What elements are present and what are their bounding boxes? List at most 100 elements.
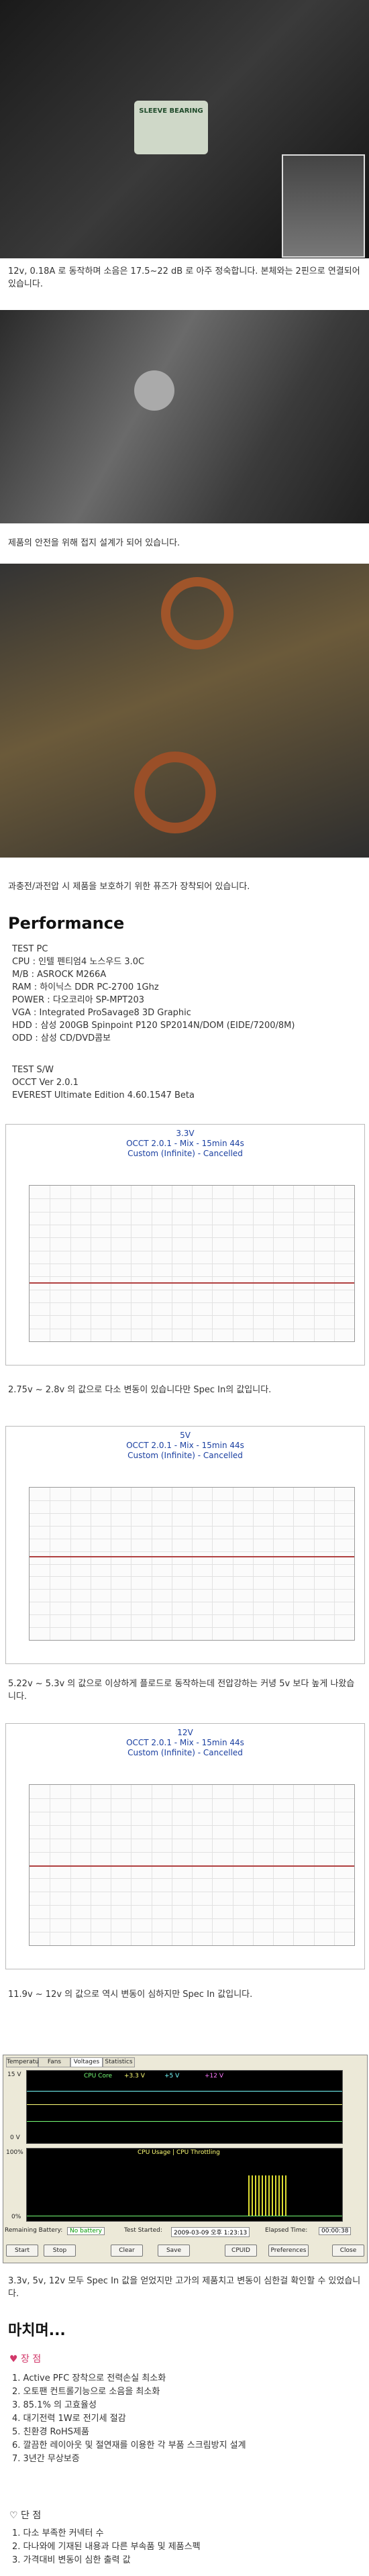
legend-item: +12 V [205,2073,224,2079]
list-item: RAM : 하이닉스 DDR PC-2700 1Ghz [12,982,159,992]
list-item: HDD : 삼성 200GB Spinpoint P120 SP2014N/DO… [12,1021,295,1031]
status-field: 00:00:38 [319,2227,352,2235]
list-item: CPU : 인텔 펜티엄4 노스우드 3.0C [12,957,145,967]
grid-line [333,1186,335,1341]
chart-mode: Custom (Infinite) - Cancelled [127,1451,243,1460]
button[interactable]: Preferences [268,2245,309,2257]
caption: 11.9v ~ 12v 의 값으로 역시 변동이 심하지만 Spec In 값입… [8,1990,253,2000]
caption: 제품의 안전을 위해 접지 설계가 되어 있습니다. [8,538,180,548]
plot-area [29,1487,355,1641]
list-item: 7. 3년간 무상보증 [12,2454,80,2464]
legend-item: +3.3 V [124,2073,145,2079]
caption: 3.3v, 5v, 12v 모두 Spec In 값을 얻었지만 고가의 제품치… [8,2276,361,2299]
pros-title: ♥ 장 점 [9,2354,42,2365]
pros-list: 1. Active PFC 장착으로 전력손실 최소화 2. 오토팬 컨트롤기능으… [12,2372,246,2466]
legend-item: +5 V [164,2073,180,2079]
grid-line [273,1488,274,1640]
status-field: Remaining Battery: [5,2227,63,2234]
list-item: 2. 다나와에 기재된 내용과 다른 부속품 및 제품스펙 [12,2542,201,2552]
cons-title: ♡ 단 점 [9,2510,42,2521]
usage-graph [26,2148,343,2222]
status-field: Test Started: [124,2227,162,2234]
plot-area [29,1784,355,1946]
grid-line [212,1488,213,1640]
grid-line [212,1186,213,1341]
grid-line [192,1186,193,1341]
grid-line [313,1186,315,1341]
chart-subtitle: OCCT 2.0.1 - Mix - 15min 44s [126,1441,244,1450]
list-item: TEST PC [12,944,48,954]
axis-label: 15 V [7,2071,21,2078]
voltage-graph [26,2070,343,2144]
tab: Statistics [103,2057,135,2067]
list-item: 3. 85.1% 의 고효율성 [12,2400,97,2410]
button[interactable]: Save [158,2245,190,2257]
button[interactable]: Stop [44,2245,76,2257]
plot-area [29,1185,355,1342]
grid-line [273,1186,274,1341]
legend-item: CPU Core [84,2073,112,2079]
chart-title: 3.3V [176,1129,195,1138]
list-item: M/B : ASROCK M266A [12,970,107,980]
grid-line [252,1488,254,1640]
grid-line [313,1488,315,1640]
grid-line [293,1186,295,1341]
button[interactable]: Close [332,2245,364,2257]
caption: 5.22v ~ 5.3v 의 값으로 이상하게 플로드로 동작하는데 전압강하는… [8,1679,355,1702]
grid-line [70,1488,71,1640]
axis-label: 0 V [10,2134,20,2141]
trace [27,2091,342,2092]
list-item: VGA : Integrated ProSavage8 3D Graphic [12,1008,191,1018]
list-item: 4. 대기전력 1W로 전기세 절감 [12,2414,126,2424]
list-item: EVEREST Ultimate Edition 4.60.1547 Beta [12,1090,195,1100]
chart-subtitle: OCCT 2.0.1 - Mix - 15min 44s [126,1139,244,1148]
chart-mode: Custom (Infinite) - Cancelled [127,1149,243,1158]
axis-label: 100% [6,2149,23,2156]
caption: 과충전/과전압 시 제품을 보호하기 위한 퓨즈가 장착되어 있습니다. [8,882,250,892]
chart-subtitle: OCCT 2.0.1 - Mix - 15min 44s [126,1738,244,1747]
button[interactable]: Start [6,2245,38,2257]
trace [248,2175,288,2216]
grid-line [192,1488,193,1640]
trace [30,1865,354,1867]
photo-ground [0,310,369,523]
section-heading: Performance [8,914,125,933]
chart-title: 12V [177,1728,193,1737]
list-item: TEST S/W [12,1065,54,1075]
chart-title: 5V [180,1431,191,1440]
status-field: No battery [67,2227,105,2235]
caption: 2.75v ~ 2.8v 의 값으로 다소 변동이 있습니다만 Spec In의… [8,1385,272,1395]
chart-image: 12V OCCT 2.0.1 - Mix - 15min 44s Custom (I… [5,1723,365,1969]
grid-line [252,1186,254,1341]
chart-image: 3.3V OCCT 2.0.1 - Mix - 15min 44s Custom (… [5,1124,365,1366]
list-item: 6. 깔끔한 레이아웃 및 절연재를 이용한 각 부품 스크림방지 설계 [12,2440,246,2451]
button[interactable]: CPUID [225,2245,257,2257]
photo-fuse [0,564,369,858]
test-sw-list: TEST S/W OCCT Ver 2.0.1 EVEREST Ultimate E… [12,1064,195,1102]
tab: Voltages [70,2057,103,2067]
app-screenshot: Temperatures Fans Voltages Statistics CPU Co… [3,2055,368,2263]
trace [27,2104,342,2105]
trace [27,2121,342,2122]
button[interactable]: Clear [111,2245,143,2257]
status-field: 2009-03-09 오후 1:23:13 [171,2227,250,2237]
status-field: Elapsed Time: [265,2227,308,2234]
tab: Fans [38,2057,70,2067]
fan-label: SLEEVE BEARING [139,107,203,115]
graph-title: CPU Usage | CPU Throttling [138,2149,220,2156]
list-item: 1. 다소 부족한 커넥터 수 [12,2528,104,2538]
grid-line [333,1488,335,1640]
caption: 12v, 0.18A 로 동작하며 소음은 17.5~22 dB 로 아주 정숙… [8,266,360,289]
trace [30,1282,354,1284]
list-item: ODD : 삼성 CD/DVD콤보 [12,1033,111,1043]
list-item: 5. 친환경 RoHS제품 [12,2427,89,2437]
test-pc-list: TEST PC CPU : 인텔 펜티엄4 노스우드 3.0C M/B : ASRO… [12,943,295,1045]
chart-mode: Custom (Infinite) - Cancelled [127,1748,243,1757]
list-item: 2. 오토팬 컨트롤기능으로 소음을 최소화 [12,2387,160,2397]
chart-image: 5V OCCT 2.0.1 - Mix - 15min 44s Custom (In… [5,1426,365,1664]
list-item: 3. 가격대비 변동이 심한 출력 값 [12,2555,131,2565]
axis-label: 0% [11,2214,21,2220]
grid-line [70,1186,71,1341]
section-heading: 마치며... [8,2322,66,2339]
